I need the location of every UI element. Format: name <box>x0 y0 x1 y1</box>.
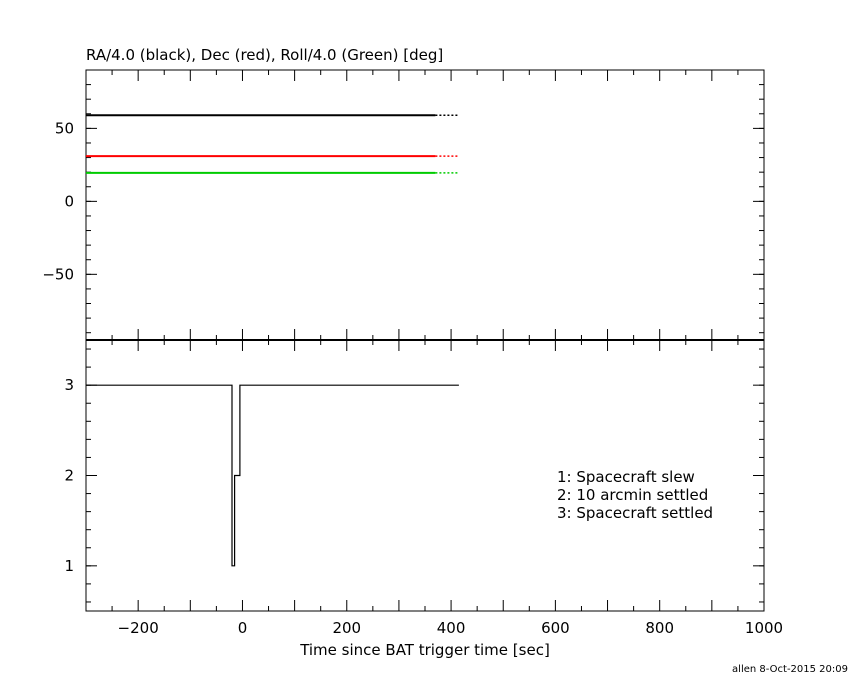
x-tick-label: 600 <box>541 619 570 637</box>
top-panel: −50 0 50 <box>42 69 765 341</box>
y-tick-label: 2 <box>64 467 74 485</box>
chart-title: RA/4.0 (black), Dec (red), Roll/4.0 (Gre… <box>86 46 443 64</box>
legend-entry-3: 3: Spacecraft settled <box>557 504 713 522</box>
y-tick-label: 0 <box>64 192 74 210</box>
x-tick-label: 800 <box>645 619 674 637</box>
y-tick-label: 3 <box>64 376 74 394</box>
x-tick-label: 200 <box>332 619 361 637</box>
x-axis-label: Time since BAT trigger time [sec] <box>299 641 550 659</box>
legend-entry-2: 2: 10 arcmin settled <box>557 486 708 504</box>
y-tick-label: −50 <box>42 265 74 283</box>
x-tick-label: −200 <box>118 619 159 637</box>
y-tick-label: 50 <box>55 119 74 137</box>
legend-entry-1: 1: Spacecraft slew <box>557 468 695 486</box>
plot-frame <box>85 69 765 341</box>
x-tick-label: 0 <box>238 619 248 637</box>
footer-credit: allen 8-Oct-2015 20:09 <box>732 664 848 675</box>
x-tick-label: 400 <box>437 619 466 637</box>
y-tick-label: 1 <box>64 557 74 575</box>
series-line-1 <box>86 384 459 567</box>
bottom-panel: 1 2 3 −200 0 200 400 600 800 1000 <box>64 339 783 637</box>
x-tick-label: 1000 <box>745 619 783 637</box>
